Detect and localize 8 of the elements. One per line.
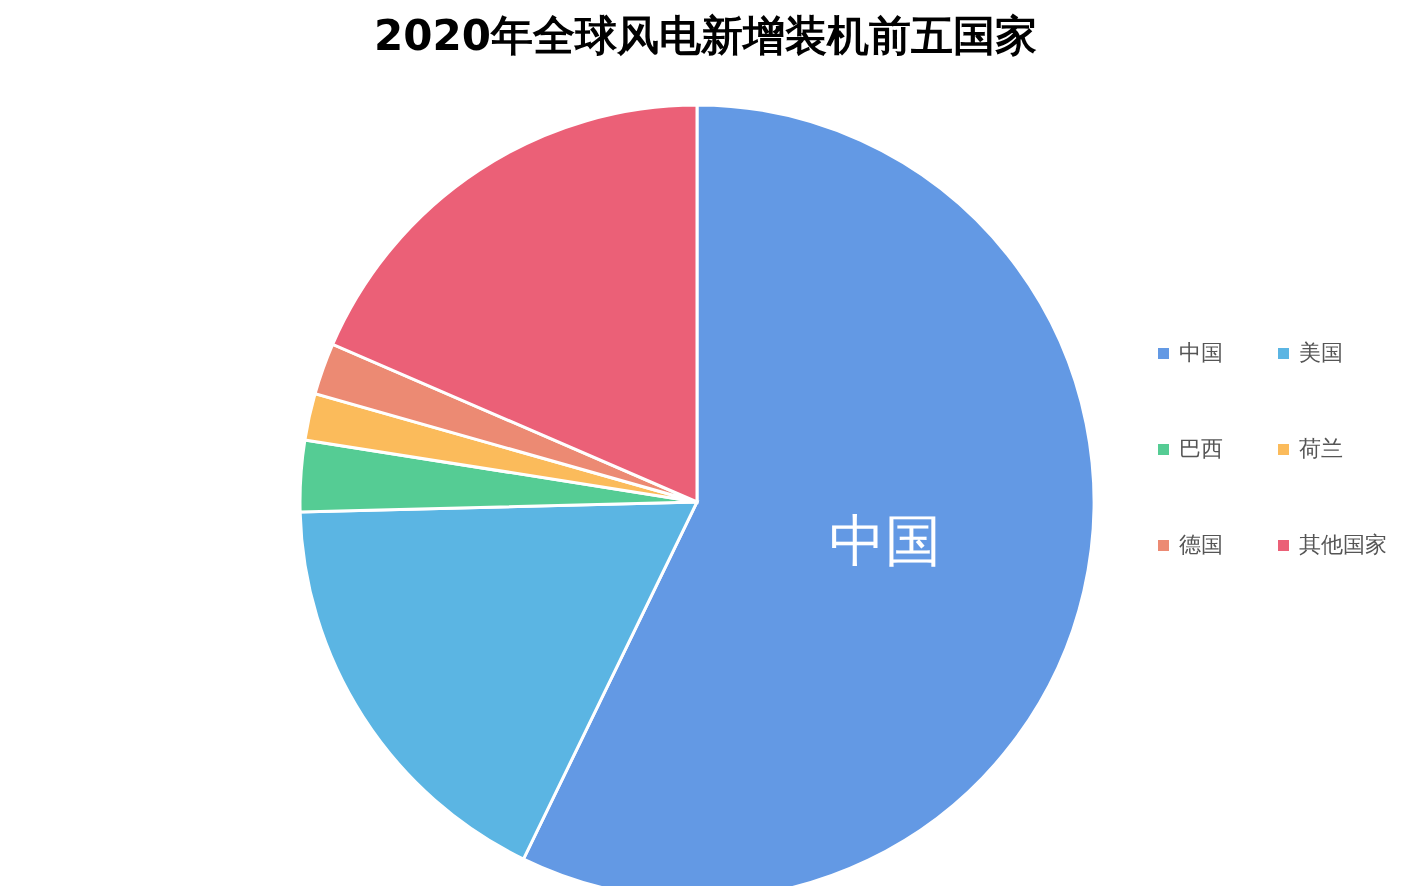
legend-label: 荷兰 — [1299, 435, 1343, 463]
chart-title: 2020年全球风电新增装机前五国家 — [373, 10, 1038, 62]
legend-label: 美国 — [1299, 339, 1343, 367]
legend-label: 其他国家 — [1299, 531, 1387, 559]
legend-label: 中国 — [1179, 339, 1223, 367]
text: 中国 — [829, 507, 942, 573]
legend-label: 巴西 — [1179, 435, 1223, 463]
legend-label: 德国 — [1179, 531, 1223, 559]
